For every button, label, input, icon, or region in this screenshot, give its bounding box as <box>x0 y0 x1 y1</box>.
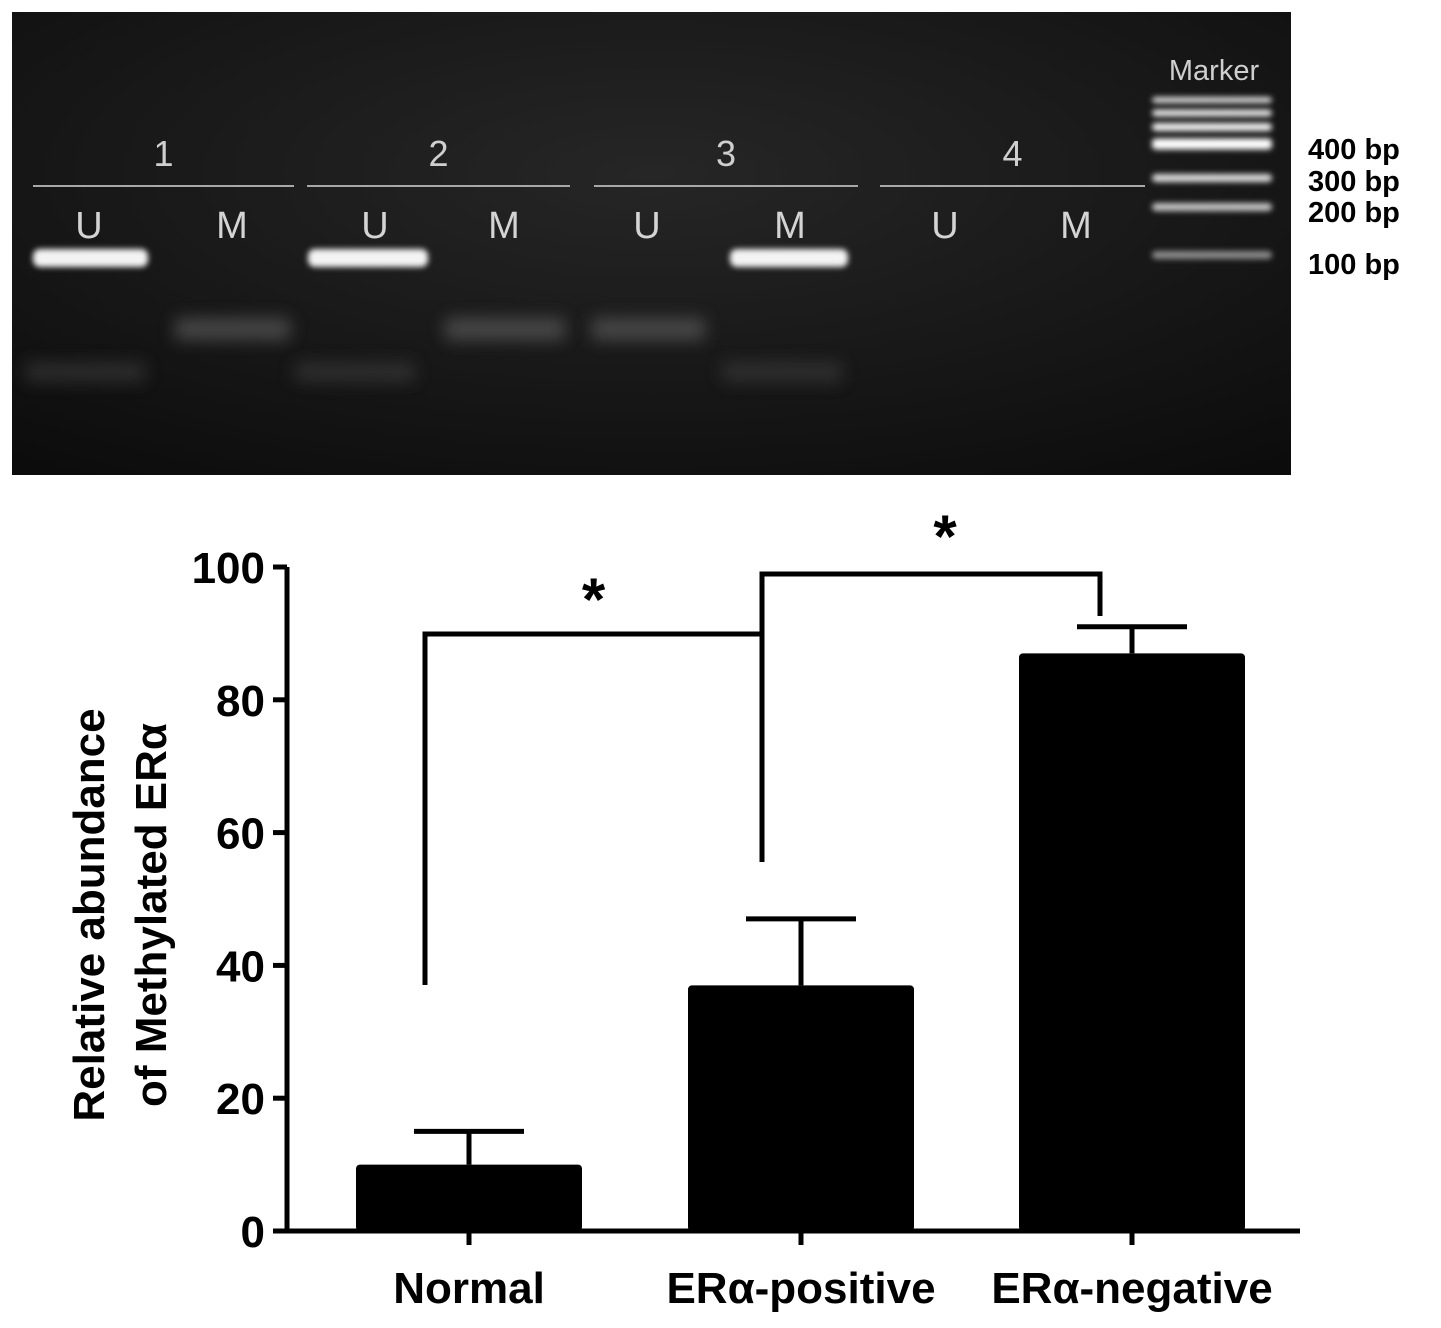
sig-bracket-2 <box>759 571 1103 634</box>
lane-sublabel-M: M <box>774 205 806 247</box>
bar-1 <box>356 1164 582 1231</box>
y-tick-label: 80 <box>216 677 265 726</box>
lane-sublabel-U: U <box>75 205 102 247</box>
pcr-band <box>308 249 428 267</box>
size-label: 100 bp <box>1308 249 1400 281</box>
y-axis: 0 20 40 60 80 100 <box>192 544 290 1257</box>
lane-sublabel-M: M <box>216 205 248 247</box>
lane-sublabel-M: M <box>1060 205 1092 247</box>
sig-star-1: * <box>582 566 606 633</box>
sig-star-2: * <box>933 503 957 570</box>
primer-smear-faint <box>722 362 842 382</box>
lane-number-2: 2 <box>428 133 448 174</box>
bar-2 <box>688 985 914 1231</box>
size-label: 400 bp <box>1308 134 1400 166</box>
x-axis: Normal ERα-positive ERα-negative <box>285 1228 1300 1313</box>
marker-band <box>1152 138 1272 150</box>
gel-lanes: 1U M2U M3U M4U M <box>33 133 1145 267</box>
marker-band <box>1152 109 1272 117</box>
size-label: 300 bp <box>1308 166 1400 198</box>
y-tick-label: 20 <box>216 1075 265 1124</box>
gel-marker <box>1152 97 1272 259</box>
marker-band <box>1152 251 1272 259</box>
bars <box>356 653 1245 1231</box>
pcr-band <box>730 249 848 267</box>
pcr-band <box>33 249 148 267</box>
sig-bracket-1 <box>422 631 765 985</box>
lane-sublabel-U: U <box>633 205 660 247</box>
y-tick-label: 60 <box>216 810 265 859</box>
marker-band <box>1152 203 1272 211</box>
lane-number-3: 3 <box>716 133 736 174</box>
x-tick-label: Normal <box>393 1264 545 1313</box>
bar-3 <box>1019 653 1245 1231</box>
x-tick-label: ERα-negative <box>991 1264 1272 1313</box>
lane-number-4: 4 <box>1002 133 1022 174</box>
error-bars <box>414 624 1187 1165</box>
marker-band <box>1152 123 1272 131</box>
size-label: 200 bp <box>1308 197 1400 229</box>
y-tick-label: 40 <box>216 942 265 991</box>
marker-band <box>1152 97 1272 103</box>
lane-sublabel-U: U <box>931 205 958 247</box>
marker-band <box>1152 174 1272 182</box>
x-tick-label: ERα-positive <box>666 1264 935 1313</box>
bar-chart: 0 20 40 60 80 100 Normal ERα-positive ERα-negat… <box>65 503 1300 1313</box>
y-tick-label: 0 <box>241 1208 265 1257</box>
lane-number-1: 1 <box>153 133 173 174</box>
y-axis-title-line2: of Methylated ERα <box>127 723 176 1107</box>
marker-label: Marker <box>1169 55 1260 87</box>
gel-background <box>12 12 1291 475</box>
lane-sublabel-U: U <box>361 205 388 247</box>
lane-sublabel-M: M <box>488 205 520 247</box>
gel-smears <box>25 318 842 382</box>
primer-smear <box>445 318 565 340</box>
significance-brackets: ** <box>422 503 1103 985</box>
primer-smear <box>592 318 705 340</box>
primer-smear-faint <box>295 362 415 382</box>
primer-smear <box>175 318 290 340</box>
primer-smear-faint <box>25 362 145 382</box>
y-axis-title-line1: Relative abundance <box>65 708 114 1121</box>
y-tick-label: 100 <box>192 544 265 593</box>
